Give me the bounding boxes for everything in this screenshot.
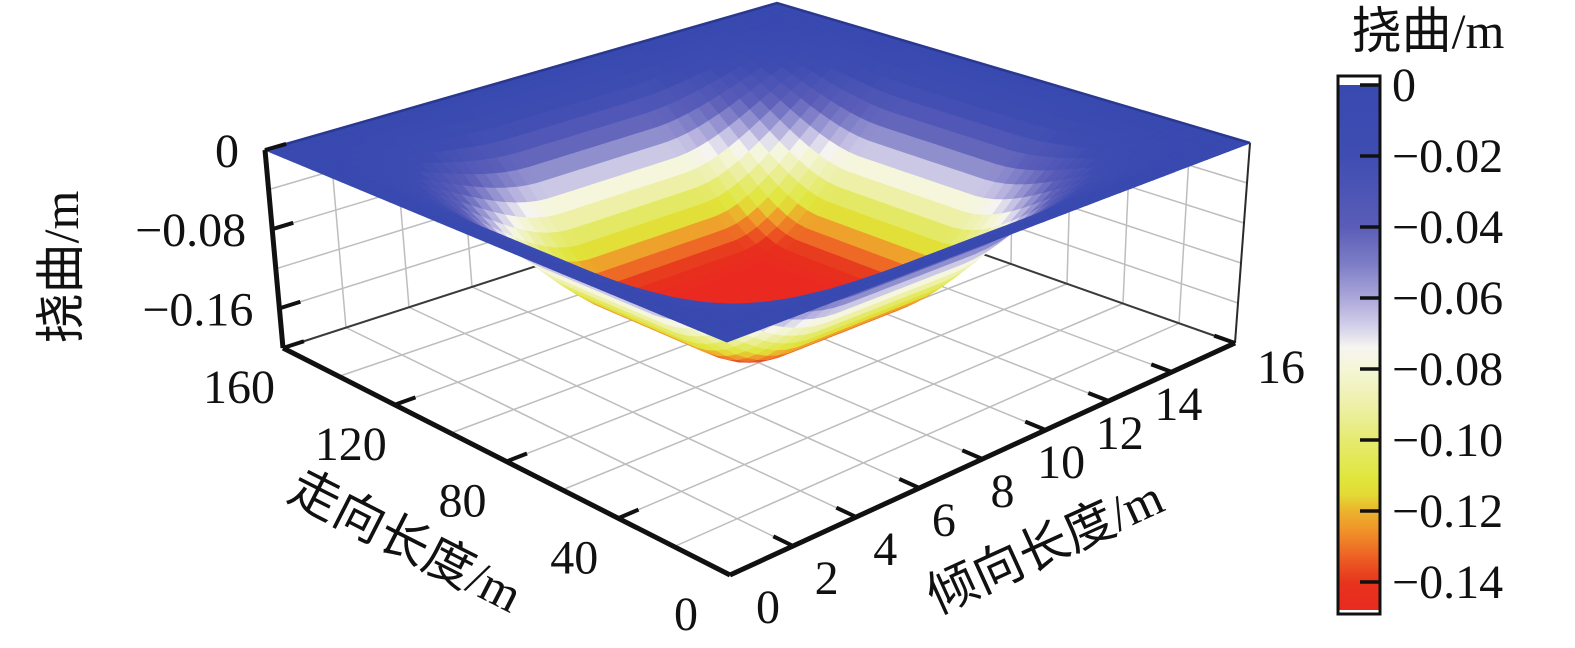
colorbar-gradient [1339, 85, 1379, 610]
colorbar-border [1336, 74, 1382, 616]
colorbar: 0 −0.02 −0.04 −0.06 −0.08 −0.10 −0.12 −0.14 [1336, 59, 1503, 616]
z-tick-label: 0 [215, 125, 239, 178]
x-axis-title: 走向长度/m [280, 459, 531, 624]
colorbar-tick-label: −0.10 [1392, 414, 1503, 467]
colorbar-title: 挠曲/m [1352, 3, 1505, 59]
surface-back-rim [264, 1, 1251, 152]
y-tick-label: 8 [991, 465, 1015, 518]
colorbar-tick-label: −0.04 [1392, 201, 1503, 254]
colorbar-tick-label: −0.12 [1392, 485, 1503, 538]
z-axis-title: 挠曲/m [33, 191, 89, 344]
colorbar-tick-label: −0.02 [1392, 130, 1503, 183]
colorbar-tick-label: 0 [1392, 59, 1416, 112]
colorbar-tick-label: −0.08 [1392, 343, 1503, 396]
z-tick-label: −0.16 [142, 283, 253, 336]
x-tick-label: 120 [315, 418, 387, 471]
y-tick-label: 2 [815, 552, 839, 605]
colorbar-tick-label: −0.14 [1392, 556, 1503, 609]
x-tick-label: 0 [674, 588, 698, 641]
x-tick-label: 40 [550, 531, 598, 584]
y-axis-title: 倾向长度/m [918, 469, 1171, 625]
y-tick-label: 12 [1096, 407, 1144, 460]
y-tick-label: 16 [1257, 341, 1305, 394]
y-tick-label: 6 [932, 494, 956, 547]
y-tick-label: 4 [873, 523, 897, 576]
surface-mesh [263, 2, 1252, 363]
colorbar-tick-label: −0.06 [1392, 272, 1503, 325]
generated-plot-layers: 0−0.08−0.160408012016002468101214160−0.0… [135, 1, 1503, 641]
x-tick-label: 160 [203, 361, 275, 414]
y-tick-label: 14 [1154, 378, 1202, 431]
z-tick-label: −0.08 [135, 204, 246, 257]
y-tick-label: 10 [1037, 436, 1085, 489]
y-tick-label: 0 [756, 581, 780, 634]
x-tick-label: 80 [439, 475, 487, 528]
